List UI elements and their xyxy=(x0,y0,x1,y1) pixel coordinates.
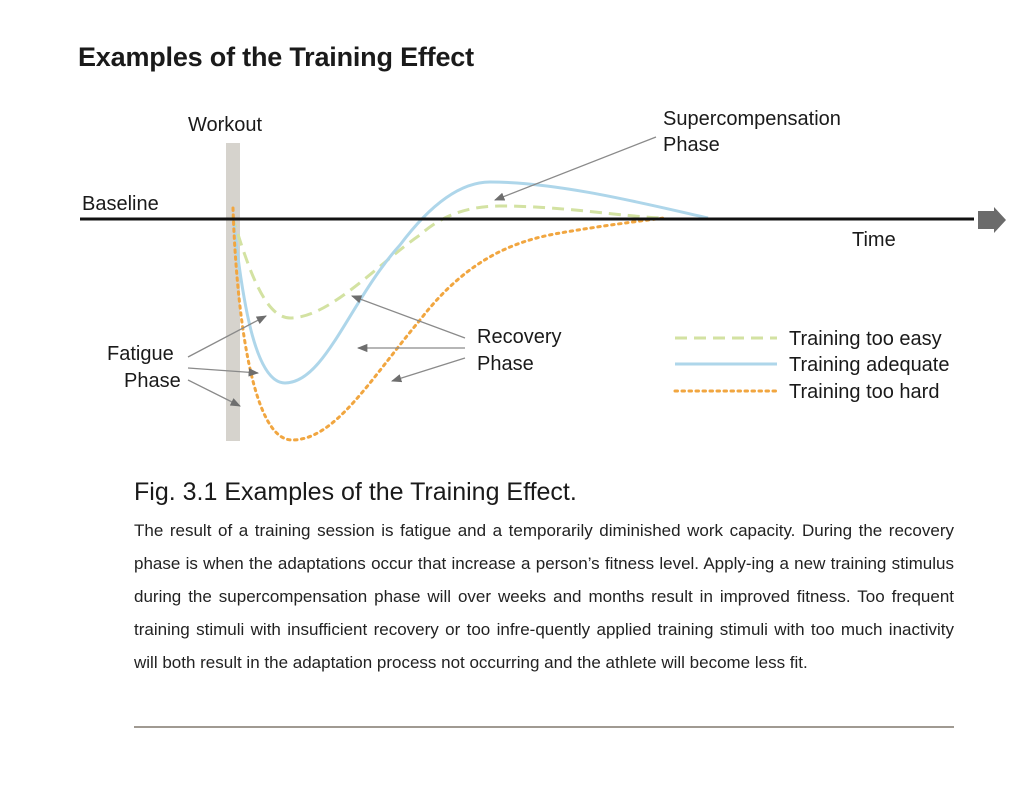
figure-caption-title: Fig. 3.1 Examples of the Training Effect… xyxy=(134,478,577,506)
recovery-label-line1: Recovery xyxy=(477,326,561,348)
workout-label: Workout xyxy=(188,114,263,136)
legend-label-adequate: Training adequate xyxy=(789,354,950,376)
curve-training-adequate xyxy=(231,180,709,385)
page-title: Examples of the Training Effect xyxy=(78,42,474,72)
time-arrow xyxy=(978,207,1006,233)
legend-label-hard: Training too hard xyxy=(789,381,939,403)
baseline-label: Baseline xyxy=(82,193,159,215)
legend: Training too easy Training adequate Trai… xyxy=(673,328,950,403)
training-effect-diagram: Workout Baseline Time Supercompensation … xyxy=(80,108,1006,442)
curve-training-too-hard xyxy=(231,206,666,442)
curve-training-too-easy xyxy=(230,204,661,320)
fatigue-pointer-adequate xyxy=(187,367,260,377)
fatigue-pointer-easy xyxy=(187,315,267,358)
recovery-pointer-hard xyxy=(391,357,466,383)
legend-label-easy: Training too easy xyxy=(789,328,942,350)
recovery-pointer-easy xyxy=(351,295,466,339)
supercompensation-label-line2: Phase xyxy=(663,134,720,156)
fatigue-label-line1: Fatigue xyxy=(107,343,174,365)
figure-caption-body: The result of a training session is fati… xyxy=(134,521,954,672)
supercompensation-pointer xyxy=(494,136,657,201)
divider xyxy=(134,726,954,728)
fatigue-label-line2: Phase xyxy=(124,370,181,392)
time-label: Time xyxy=(852,229,896,251)
recovery-label-line2: Phase xyxy=(477,353,534,375)
fatigue-pointer-hard xyxy=(187,379,241,407)
supercompensation-label-line1: Supercompensation xyxy=(663,108,841,130)
